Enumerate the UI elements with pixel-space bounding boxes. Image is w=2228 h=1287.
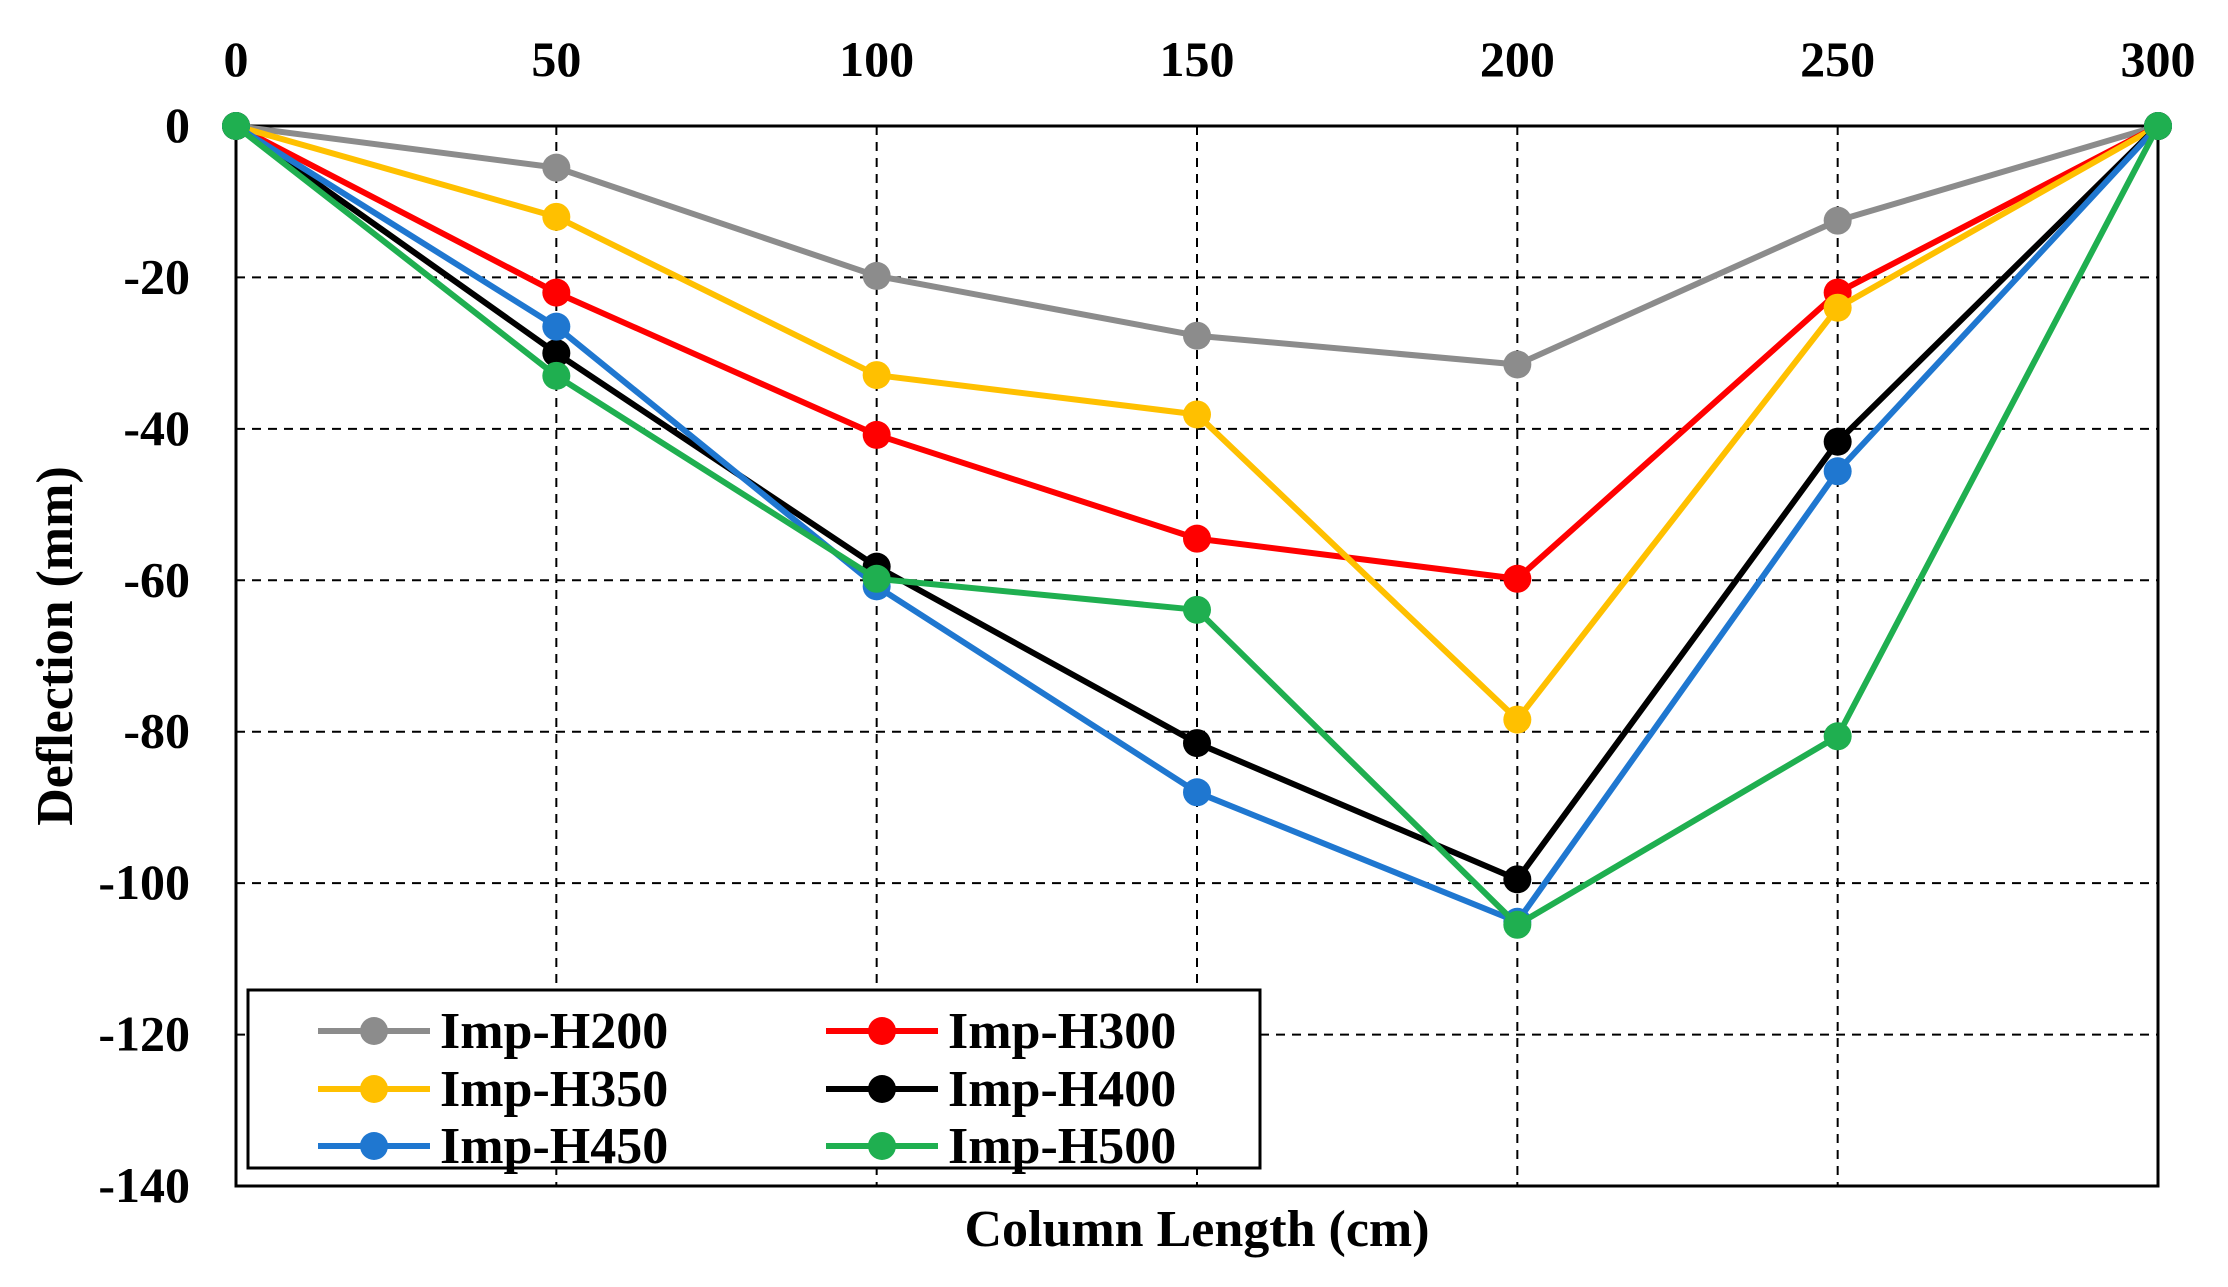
y-axis-title: Deflection (mm) — [27, 466, 84, 826]
y-tick-label: -120 — [98, 1006, 190, 1062]
y-tick-label: -20 — [123, 248, 190, 304]
data-point-imp-h300 — [1503, 564, 1532, 593]
legend-item-imp-h450: Imp-H450 — [318, 1118, 668, 1175]
y-tick-label: 0 — [165, 97, 190, 153]
legend-label: Imp-H200 — [440, 1003, 668, 1060]
data-point-imp-h350 — [1183, 400, 1211, 429]
legend-swatch-marker — [868, 1132, 896, 1160]
data-point-imp-h300 — [542, 278, 571, 307]
legend-item-imp-h300: Imp-H300 — [826, 1003, 1176, 1060]
x-tick-label: 300 — [2121, 31, 2196, 87]
data-point-imp-h400 — [1183, 729, 1211, 758]
legend-swatch-marker — [360, 1075, 388, 1103]
data-point-imp-h500 — [542, 361, 571, 390]
series-imp-h200 — [222, 112, 2172, 379]
x-tick-label: 200 — [1480, 31, 1555, 87]
legend-swatch-marker — [360, 1017, 388, 1045]
data-point-imp-h400 — [542, 339, 571, 368]
x-tick-label: 100 — [839, 31, 914, 87]
x-tick-label: 150 — [1160, 31, 1235, 87]
data-point-imp-h300 — [862, 420, 891, 449]
data-point-imp-h200 — [542, 153, 571, 182]
x-tick-label: 0 — [224, 31, 249, 87]
data-point-imp-h200 — [862, 261, 891, 290]
legend-swatch-marker — [868, 1017, 896, 1045]
y-tick-label: -100 — [98, 854, 190, 910]
data-point-imp-h350 — [542, 202, 571, 231]
data-point-imp-h500 — [222, 112, 250, 140]
legend-item-imp-h400: Imp-H400 — [826, 1061, 1176, 1118]
legend-swatch-marker — [868, 1075, 896, 1103]
series-imp-h500 — [222, 112, 2172, 939]
data-point-imp-h350 — [1823, 293, 1852, 322]
y-tick-label: -60 — [123, 551, 190, 607]
legend-label: Imp-H450 — [440, 1118, 668, 1175]
legend-label: Imp-H500 — [948, 1118, 1176, 1175]
data-point-imp-h400 — [1823, 427, 1852, 456]
legend: Imp-H200 Imp-H300 Imp-H350 Imp-H400 Imp-H450… — [246, 988, 1262, 1175]
data-point-imp-h450 — [1823, 457, 1852, 486]
data-point-imp-h500 — [862, 564, 891, 593]
legend-swatch-marker — [360, 1132, 388, 1160]
data-point-imp-h200 — [1823, 206, 1852, 235]
data-point-imp-h200 — [1183, 321, 1211, 350]
legend-item-imp-h200: Imp-H200 — [318, 1003, 668, 1060]
legend-item-imp-h500: Imp-H500 — [826, 1118, 1176, 1175]
data-point-imp-h350 — [1503, 705, 1532, 734]
legend-label: Imp-H350 — [440, 1061, 668, 1118]
series-imp-h450 — [222, 112, 2172, 936]
legend-label: Imp-H300 — [948, 1003, 1176, 1060]
y-tick-label: -40 — [123, 400, 190, 456]
series-layer — [222, 112, 2172, 939]
data-point-imp-h500 — [2144, 112, 2172, 140]
data-point-imp-h450 — [542, 312, 571, 341]
legend-label: Imp-H400 — [948, 1061, 1176, 1118]
data-point-imp-h300 — [1183, 524, 1211, 553]
legend-box — [246, 988, 1262, 1170]
data-point-imp-h200 — [1503, 350, 1532, 379]
data-point-imp-h400 — [1503, 865, 1532, 894]
data-point-imp-h500 — [1503, 910, 1532, 939]
data-point-imp-h500 — [1183, 595, 1211, 624]
legend-item-imp-h350: Imp-H350 — [318, 1061, 668, 1118]
data-point-imp-h350 — [862, 361, 891, 390]
x-axis-title: Column Length (cm) — [964, 1201, 1429, 1258]
y-tick-label: -80 — [123, 703, 190, 759]
data-point-imp-h500 — [1823, 722, 1852, 751]
x-tick-label: 50 — [531, 31, 581, 87]
x-tick-label: 250 — [1800, 31, 1875, 87]
tick-labels: 0 50 100 150 200 250 300 0 -20 -40 -60 -80 -100 -120 -… — [98, 31, 2195, 1213]
data-point-imp-h450 — [1183, 778, 1211, 807]
plot-frame — [234, 124, 2160, 1188]
y-tick-label: -140 — [98, 1157, 190, 1213]
